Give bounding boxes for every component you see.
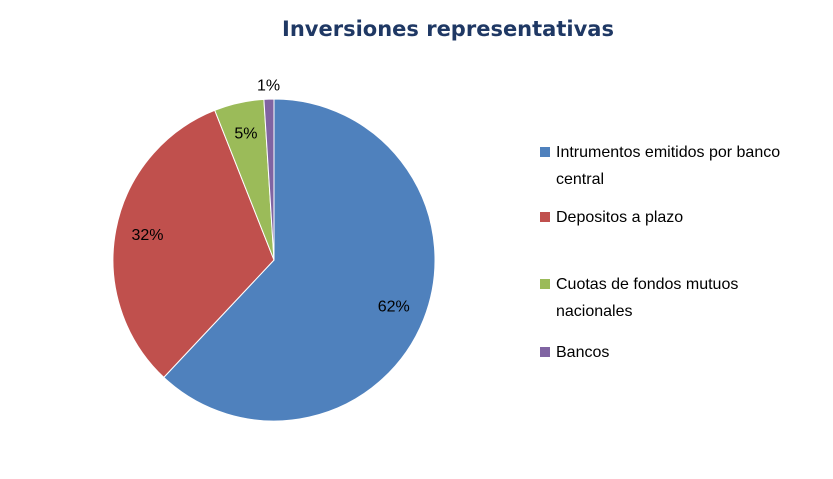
legend-item: Bancos bbox=[540, 339, 790, 366]
pie-slice bbox=[163, 98, 436, 422]
legend-item: Intrumentos emitidos por banco central bbox=[540, 139, 790, 193]
pie-slice bbox=[263, 98, 275, 261]
pie-slice bbox=[112, 109, 275, 379]
legend-swatch bbox=[540, 347, 550, 357]
data-label: 32% bbox=[131, 227, 163, 244]
legend-label: Depositos a plazo bbox=[556, 209, 684, 226]
legend-item: Cuotas de fondos mutuos nacionales bbox=[540, 271, 790, 325]
legend-item: Depositos a plazo bbox=[540, 204, 790, 231]
data-label: 62% bbox=[378, 299, 410, 316]
data-label: 1% bbox=[257, 77, 280, 94]
legend-swatch bbox=[540, 279, 550, 289]
data-label: 5% bbox=[234, 126, 257, 143]
legend-swatch bbox=[540, 147, 550, 157]
legend-swatch bbox=[540, 212, 550, 222]
legend-label: Bancos bbox=[556, 344, 610, 361]
legend-label: Cuotas de fondos mutuos nacionales bbox=[556, 276, 739, 320]
legend-label: Intrumentos emitidos por banco central bbox=[556, 144, 781, 188]
chart-title: Inversiones representativas bbox=[282, 17, 614, 41]
